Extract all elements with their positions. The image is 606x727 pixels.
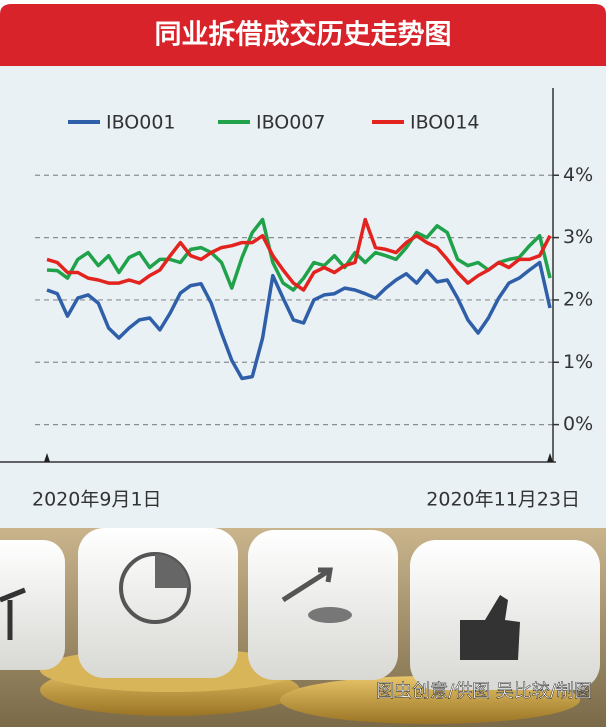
legend-label: IBO001 bbox=[106, 112, 176, 134]
legend-label: IBO014 bbox=[410, 112, 480, 134]
x-tick-label: 2020年11月23日 bbox=[426, 489, 580, 511]
x-tick-label: 2020年9月1日 bbox=[32, 489, 162, 511]
y-tick-label: 4% bbox=[563, 164, 593, 186]
y-tick-label: 3% bbox=[563, 226, 593, 248]
graphic: 同业拆借成交历史走势图 图虫创意/供图 吴比较/制图 0% 1% 2% 3% 4% 202… bbox=[0, 0, 606, 727]
y-tick-label: 2% bbox=[563, 288, 593, 310]
y-tick-label: 0% bbox=[563, 413, 593, 435]
legend-label: IBO007 bbox=[256, 112, 326, 134]
y-tick-label: 1% bbox=[563, 351, 593, 373]
chart-title: 同业拆借成交历史走势图 bbox=[155, 19, 452, 51]
credit: 图虫创意/供图 吴比较/制图 bbox=[376, 681, 592, 702]
